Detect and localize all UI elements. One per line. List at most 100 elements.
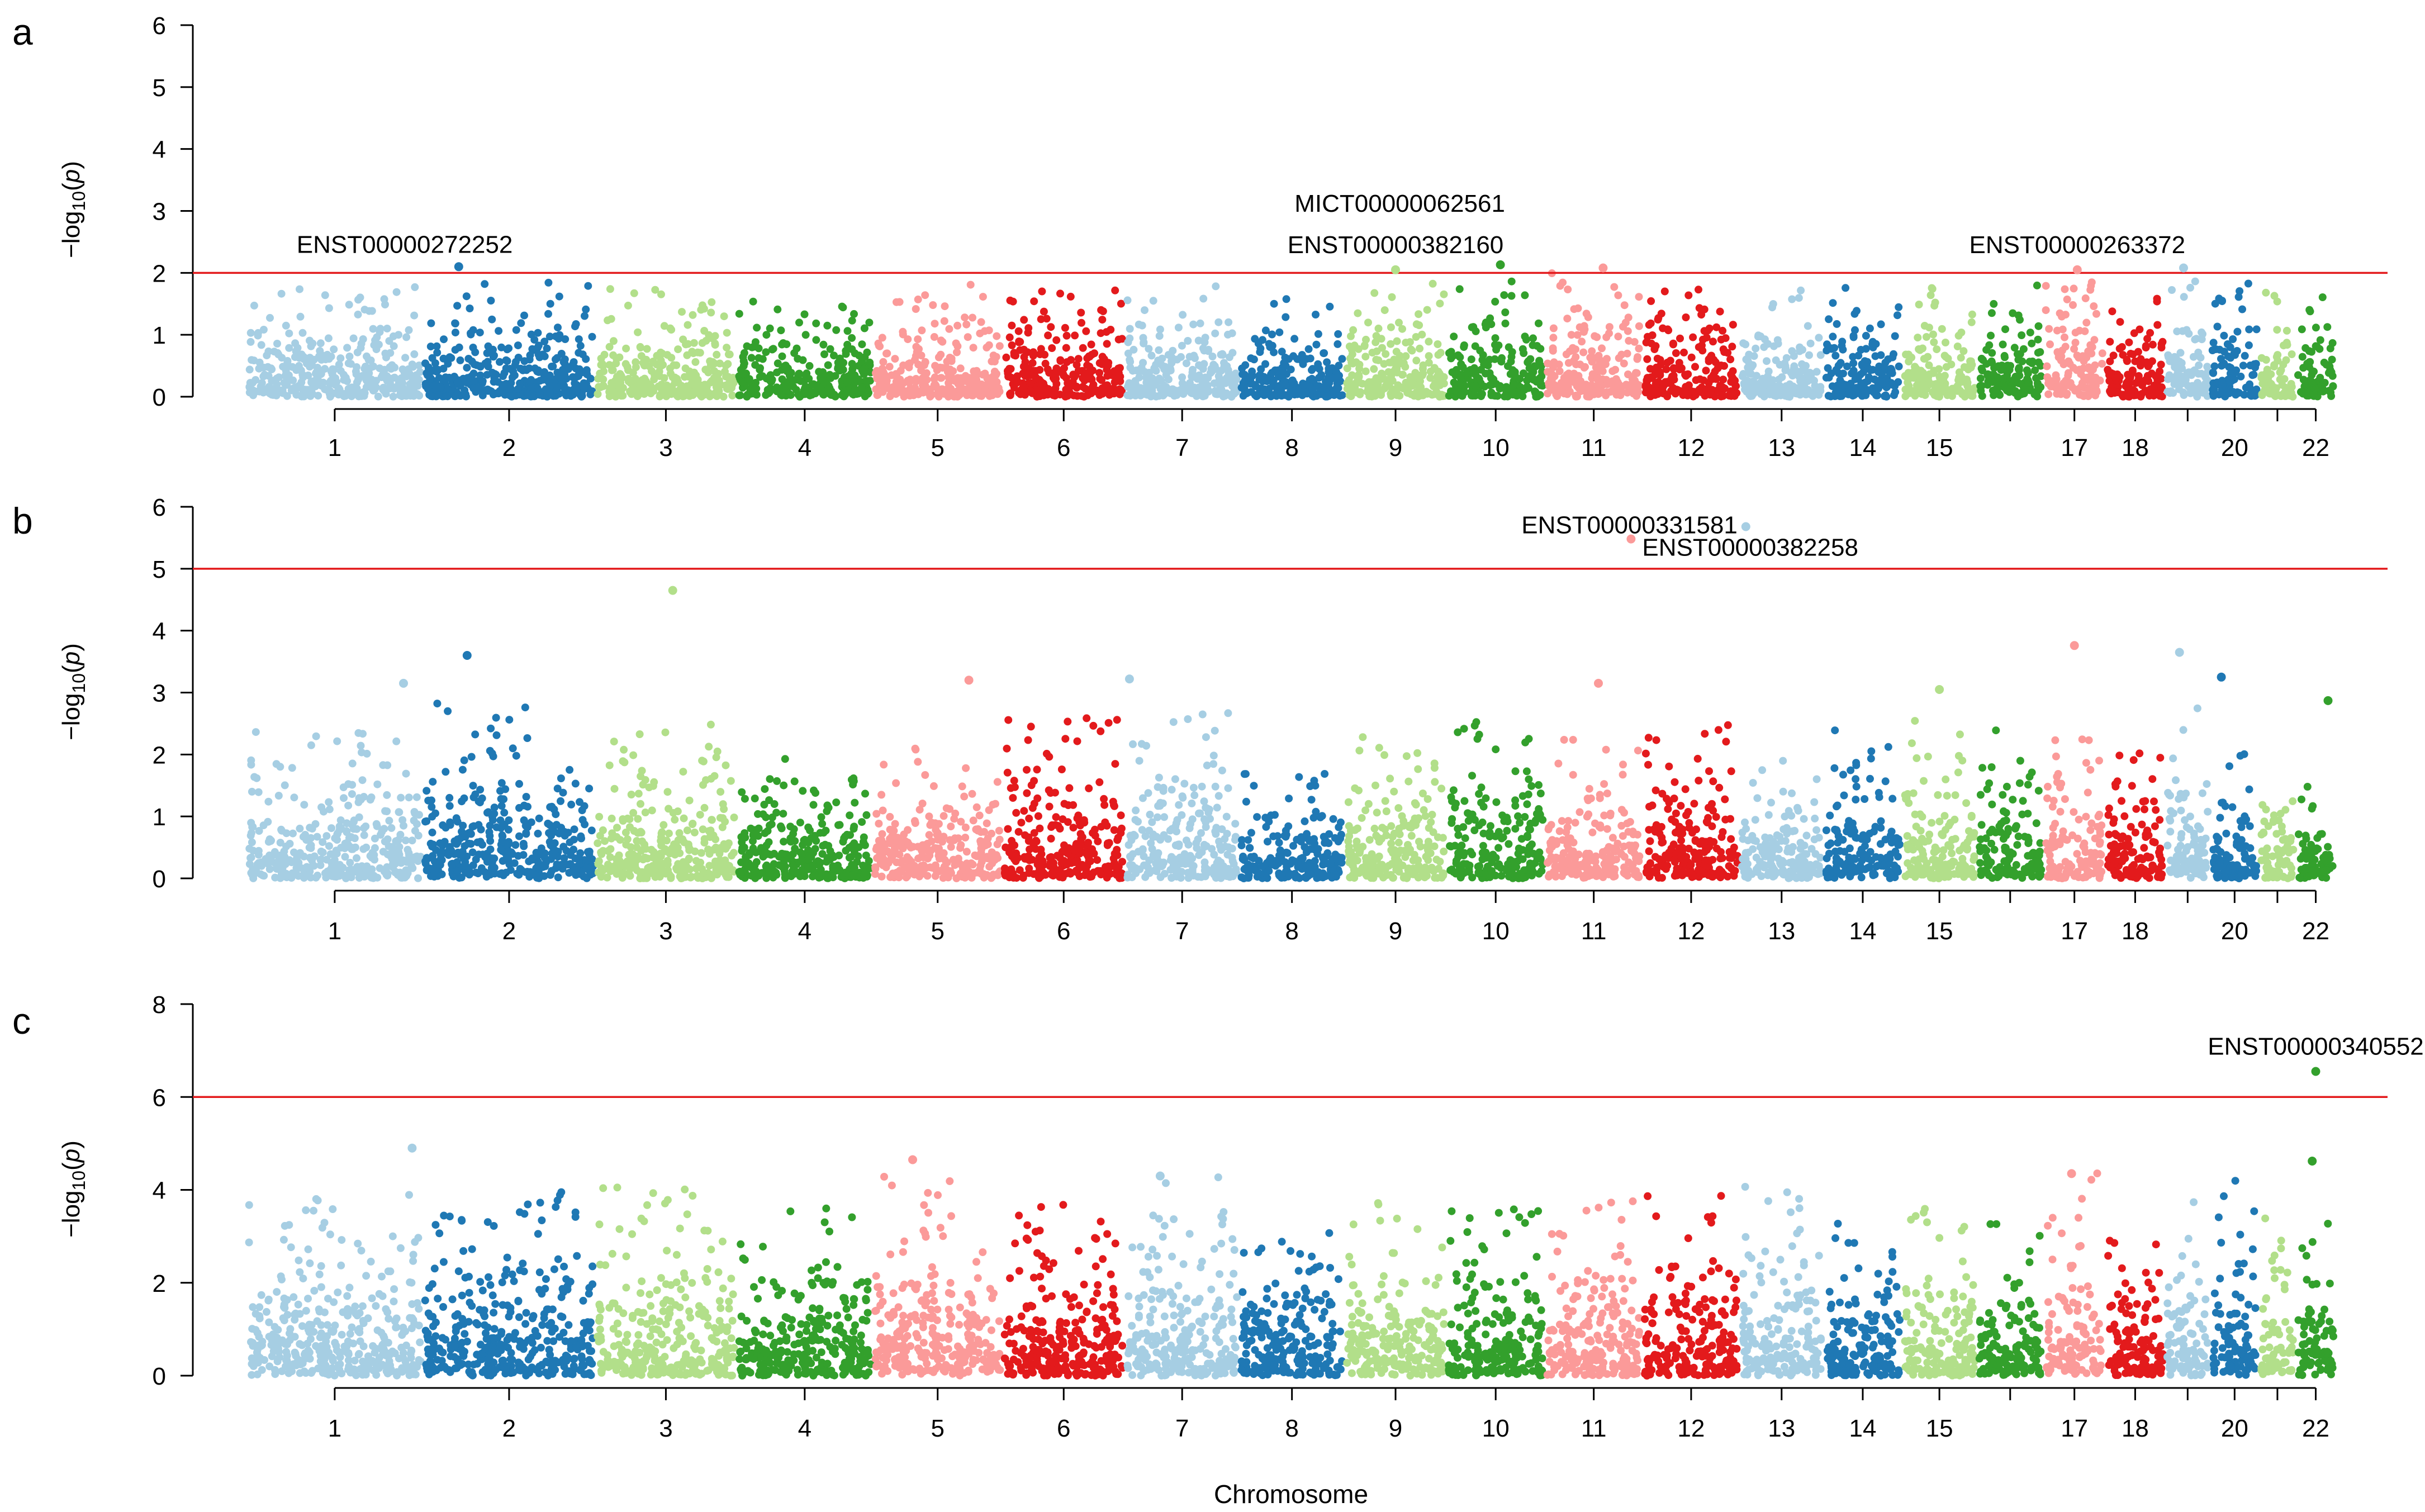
data-point	[1351, 341, 1359, 349]
data-point	[1415, 310, 1422, 318]
data-point	[390, 332, 397, 340]
data-point	[1672, 349, 1680, 357]
data-point	[1369, 349, 1377, 356]
data-point	[1007, 391, 1014, 399]
data-point	[715, 370, 723, 378]
data-point	[444, 392, 452, 400]
data-point	[1925, 362, 1933, 369]
data-point	[1393, 369, 1401, 377]
data-point	[467, 329, 474, 337]
data-point	[1692, 376, 1700, 384]
data-point	[2191, 336, 2199, 344]
data-point	[2032, 374, 2040, 382]
data-point	[1701, 306, 1709, 313]
data-point	[1643, 355, 1651, 363]
data-point	[1603, 381, 1611, 388]
y-tick-label: 4	[153, 136, 166, 164]
data-point	[1488, 391, 1496, 399]
data-point	[374, 393, 382, 401]
data-point	[1550, 325, 1558, 332]
data-point	[354, 349, 362, 356]
data-point	[2278, 381, 2286, 389]
x-tick-label: 3	[659, 434, 672, 462]
data-point	[308, 362, 316, 369]
data-point	[402, 333, 410, 341]
data-point	[1555, 384, 1563, 392]
data-point	[705, 331, 713, 339]
data-point	[1990, 300, 1997, 308]
data-point	[2219, 381, 2227, 388]
data-point	[391, 364, 398, 372]
data-point	[2329, 339, 2337, 347]
data-point	[431, 359, 439, 367]
data-point	[2090, 302, 2097, 310]
x-tick-label: 12	[1677, 434, 1705, 462]
x-tick-label: 7	[1175, 917, 1189, 945]
data-point	[587, 375, 595, 383]
data-point	[604, 316, 611, 324]
data-point	[2033, 282, 2041, 289]
data-point	[1202, 374, 1209, 382]
data-point	[762, 348, 770, 356]
data-point	[2270, 363, 2278, 370]
data-point	[983, 381, 991, 389]
data-point	[2018, 391, 2025, 398]
data-point	[1020, 316, 1028, 324]
data-point	[929, 301, 937, 309]
data-point	[1395, 318, 1403, 326]
data-point	[975, 383, 983, 391]
data-point	[1251, 391, 1259, 399]
data-point	[1717, 362, 1725, 369]
data-point	[2046, 340, 2054, 348]
data-point	[1228, 382, 1236, 390]
data-point	[267, 837, 274, 845]
data-point	[491, 370, 499, 378]
data-point	[1060, 370, 1067, 378]
data-point	[1866, 325, 1874, 332]
data-point	[1082, 369, 1090, 377]
data-point	[815, 368, 823, 375]
data-point	[526, 378, 534, 386]
data-point	[578, 806, 586, 814]
data-point	[2245, 341, 2253, 349]
data-point	[2312, 324, 2320, 331]
data-point	[1508, 353, 1516, 361]
data-point	[281, 781, 289, 789]
data-point	[1241, 377, 1249, 384]
data-point	[1241, 361, 1249, 369]
data-point	[2098, 360, 2106, 368]
data-point	[245, 845, 253, 853]
data-point	[2116, 318, 2124, 326]
data-point	[1323, 393, 1331, 401]
data-point	[284, 363, 292, 370]
data-point	[312, 733, 320, 740]
data-point	[2262, 356, 2270, 364]
data-point	[1455, 352, 1463, 360]
data-point	[523, 793, 530, 801]
data-point	[2288, 350, 2296, 358]
data-point	[2018, 331, 2025, 339]
data-point	[1095, 369, 1103, 377]
data-point	[1126, 325, 1134, 333]
data-point	[1705, 355, 1713, 363]
data-point	[396, 391, 404, 399]
data-point	[1177, 353, 1185, 361]
y-tick-label: 5	[153, 556, 166, 583]
data-point	[1825, 392, 1833, 400]
data-point	[297, 313, 305, 321]
data-point	[629, 385, 637, 393]
data-point	[1037, 386, 1045, 394]
data-point	[1743, 376, 1750, 384]
data-point	[433, 343, 441, 350]
data-point	[1510, 382, 1517, 389]
data-point	[258, 341, 265, 349]
data-point	[1761, 379, 1769, 387]
data-point	[363, 750, 371, 758]
data-point	[2220, 332, 2228, 340]
data-point	[1729, 321, 1737, 329]
data-point	[1987, 332, 1995, 340]
data-point	[844, 327, 852, 335]
data-point	[1113, 388, 1121, 396]
data-point	[1354, 310, 1361, 317]
data-point	[515, 780, 523, 788]
